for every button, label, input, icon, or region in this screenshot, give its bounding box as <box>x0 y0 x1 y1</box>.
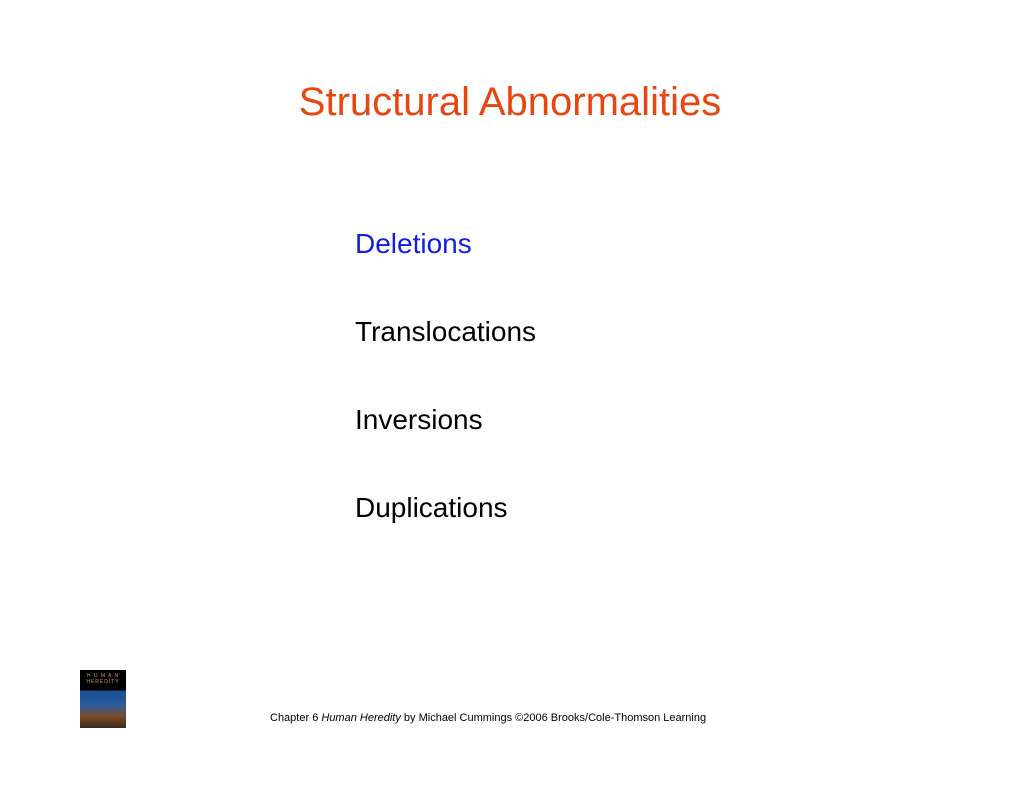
list-item-duplications: Duplications <box>355 492 536 524</box>
slide-title: Structural Abnormalities <box>0 80 1020 125</box>
content-list: Deletions Translocations Inversions Dupl… <box>355 228 536 580</box>
list-item-translocations: Translocations <box>355 316 536 348</box>
footer-chapter: Chapter 6 <box>270 712 321 724</box>
footer-book-title: Human Heredity <box>321 712 400 724</box>
footer-author-publisher: by Michael Cummings ©2006 Brooks/Cole-Th… <box>401 712 706 724</box>
thumb-text-line2: HEREDITY <box>86 679 119 685</box>
book-thumbnail-icon: H U M A N HEREDITY <box>80 670 126 728</box>
footer-citation: Chapter 6 Human Heredity by Michael Cumm… <box>270 712 706 724</box>
list-item-deletions: Deletions <box>355 228 536 260</box>
list-item-inversions: Inversions <box>355 404 536 436</box>
